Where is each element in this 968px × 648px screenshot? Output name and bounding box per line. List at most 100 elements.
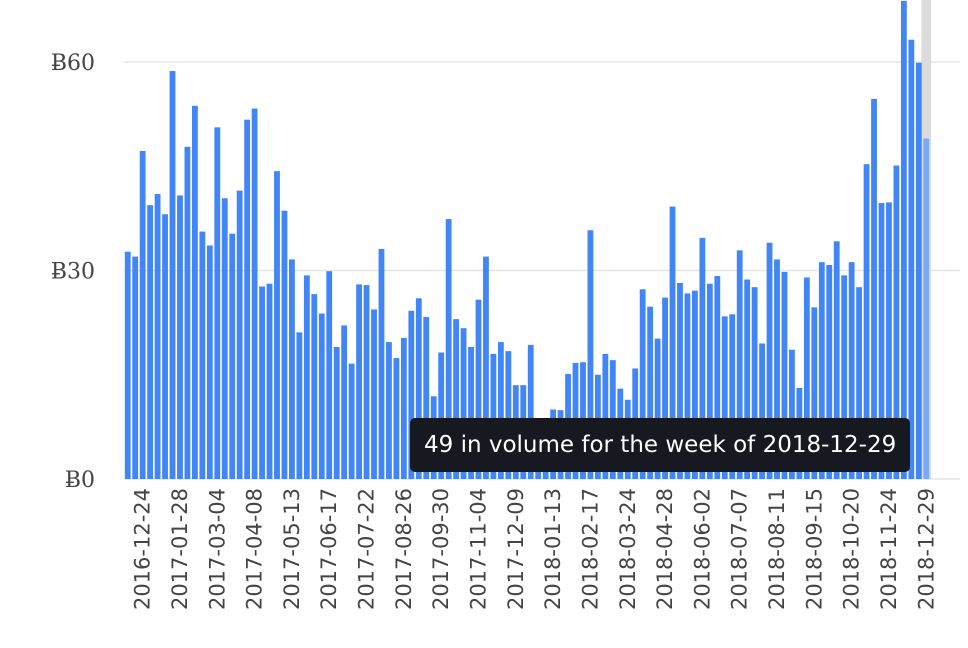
bar[interactable] <box>706 283 713 479</box>
bar[interactable] <box>214 127 221 479</box>
bar[interactable] <box>400 337 407 479</box>
bar[interactable] <box>654 338 661 479</box>
bar[interactable] <box>497 342 504 479</box>
bar[interactable] <box>908 39 915 479</box>
bar[interactable] <box>326 271 333 479</box>
bar[interactable] <box>871 98 877 480</box>
bars-layer[interactable] <box>124 0 930 480</box>
bar[interactable] <box>453 319 460 479</box>
bar[interactable] <box>639 289 646 479</box>
bar[interactable] <box>669 206 676 479</box>
bar[interactable] <box>259 286 265 479</box>
bar[interactable] <box>699 237 706 479</box>
bar[interactable] <box>527 344 534 479</box>
bar[interactable] <box>438 352 445 479</box>
x-tick-label: 2018-04-28 <box>653 488 677 610</box>
bar[interactable] <box>289 259 295 479</box>
bar[interactable] <box>371 309 377 479</box>
bar[interactable] <box>886 202 892 479</box>
bar[interactable] <box>378 248 385 479</box>
y-tick-label: Ƀ30 <box>51 260 95 285</box>
bar[interactable] <box>229 233 236 479</box>
bar[interactable] <box>483 256 489 479</box>
bar[interactable] <box>386 342 392 479</box>
bar[interactable] <box>692 290 698 479</box>
bar[interactable] <box>893 165 900 479</box>
bar[interactable] <box>333 346 340 479</box>
x-tick-label: 2017-11-04 <box>467 488 491 610</box>
bar[interactable] <box>811 307 818 479</box>
bar[interactable] <box>714 276 721 479</box>
bar[interactable] <box>296 332 303 479</box>
bar[interactable] <box>363 285 370 479</box>
bar[interactable] <box>154 194 161 480</box>
bar[interactable] <box>647 306 654 479</box>
bar[interactable] <box>199 231 206 479</box>
bar[interactable] <box>139 150 146 479</box>
bar[interactable] <box>833 241 840 479</box>
bar[interactable] <box>915 62 922 479</box>
bar[interactable] <box>266 283 273 479</box>
bar[interactable] <box>662 297 668 479</box>
bar[interactable] <box>356 284 362 479</box>
bar[interactable] <box>177 195 183 479</box>
bar[interactable] <box>468 346 474 479</box>
bar[interactable] <box>221 198 228 479</box>
bar[interactable] <box>602 353 609 479</box>
bar[interactable] <box>505 351 512 479</box>
bar[interactable] <box>878 203 885 479</box>
bar[interactable] <box>303 275 310 479</box>
bar[interactable] <box>348 363 355 479</box>
bar[interactable] <box>281 210 288 480</box>
bar[interactable] <box>781 271 788 479</box>
bar[interactable] <box>721 316 728 479</box>
bar[interactable] <box>423 317 430 479</box>
bar[interactable] <box>789 349 795 479</box>
bar[interactable] <box>274 171 280 480</box>
bar[interactable] <box>766 242 773 479</box>
bar[interactable] <box>251 108 258 479</box>
bar[interactable] <box>923 138 930 479</box>
bar[interactable] <box>818 262 825 479</box>
y-tick-label: Ƀ60 <box>51 51 95 76</box>
bar[interactable] <box>132 256 139 479</box>
bar[interactable] <box>863 164 870 480</box>
x-tick-label: 2017-05-13 <box>280 488 304 610</box>
bar[interactable] <box>206 245 213 479</box>
tooltip: 49 in volume for the week of 2018-12-29 <box>410 418 911 472</box>
bar[interactable] <box>169 71 176 479</box>
bar[interactable] <box>751 287 758 479</box>
bar[interactable] <box>848 262 855 479</box>
bar[interactable] <box>841 275 848 479</box>
bar[interactable] <box>124 251 131 479</box>
bar[interactable] <box>856 287 863 479</box>
bar[interactable] <box>147 205 154 480</box>
bar[interactable] <box>900 0 907 480</box>
bar[interactable] <box>736 250 743 479</box>
bar[interactable] <box>445 219 452 479</box>
bar[interactable] <box>803 277 810 479</box>
bar[interactable] <box>729 314 736 479</box>
bar[interactable] <box>162 214 168 479</box>
x-tick-label: 2018-08-11 <box>765 488 789 610</box>
bar[interactable] <box>826 264 833 479</box>
bar[interactable] <box>408 310 415 479</box>
bar[interactable] <box>184 146 191 480</box>
bar[interactable] <box>475 299 482 479</box>
bar[interactable] <box>684 293 691 479</box>
bar[interactable] <box>490 353 497 479</box>
bar[interactable] <box>415 298 422 479</box>
bar[interactable] <box>318 313 325 479</box>
bar[interactable] <box>460 328 467 479</box>
bar[interactable] <box>677 283 683 479</box>
bar[interactable] <box>191 105 198 479</box>
bar[interactable] <box>311 294 318 479</box>
bar[interactable] <box>744 279 751 479</box>
bar[interactable] <box>587 230 594 479</box>
bar[interactable] <box>341 325 348 479</box>
bar[interactable] <box>236 190 243 479</box>
bar[interactable] <box>759 343 765 479</box>
bar[interactable] <box>244 119 251 479</box>
bar[interactable] <box>393 358 400 479</box>
bar[interactable] <box>774 259 780 479</box>
